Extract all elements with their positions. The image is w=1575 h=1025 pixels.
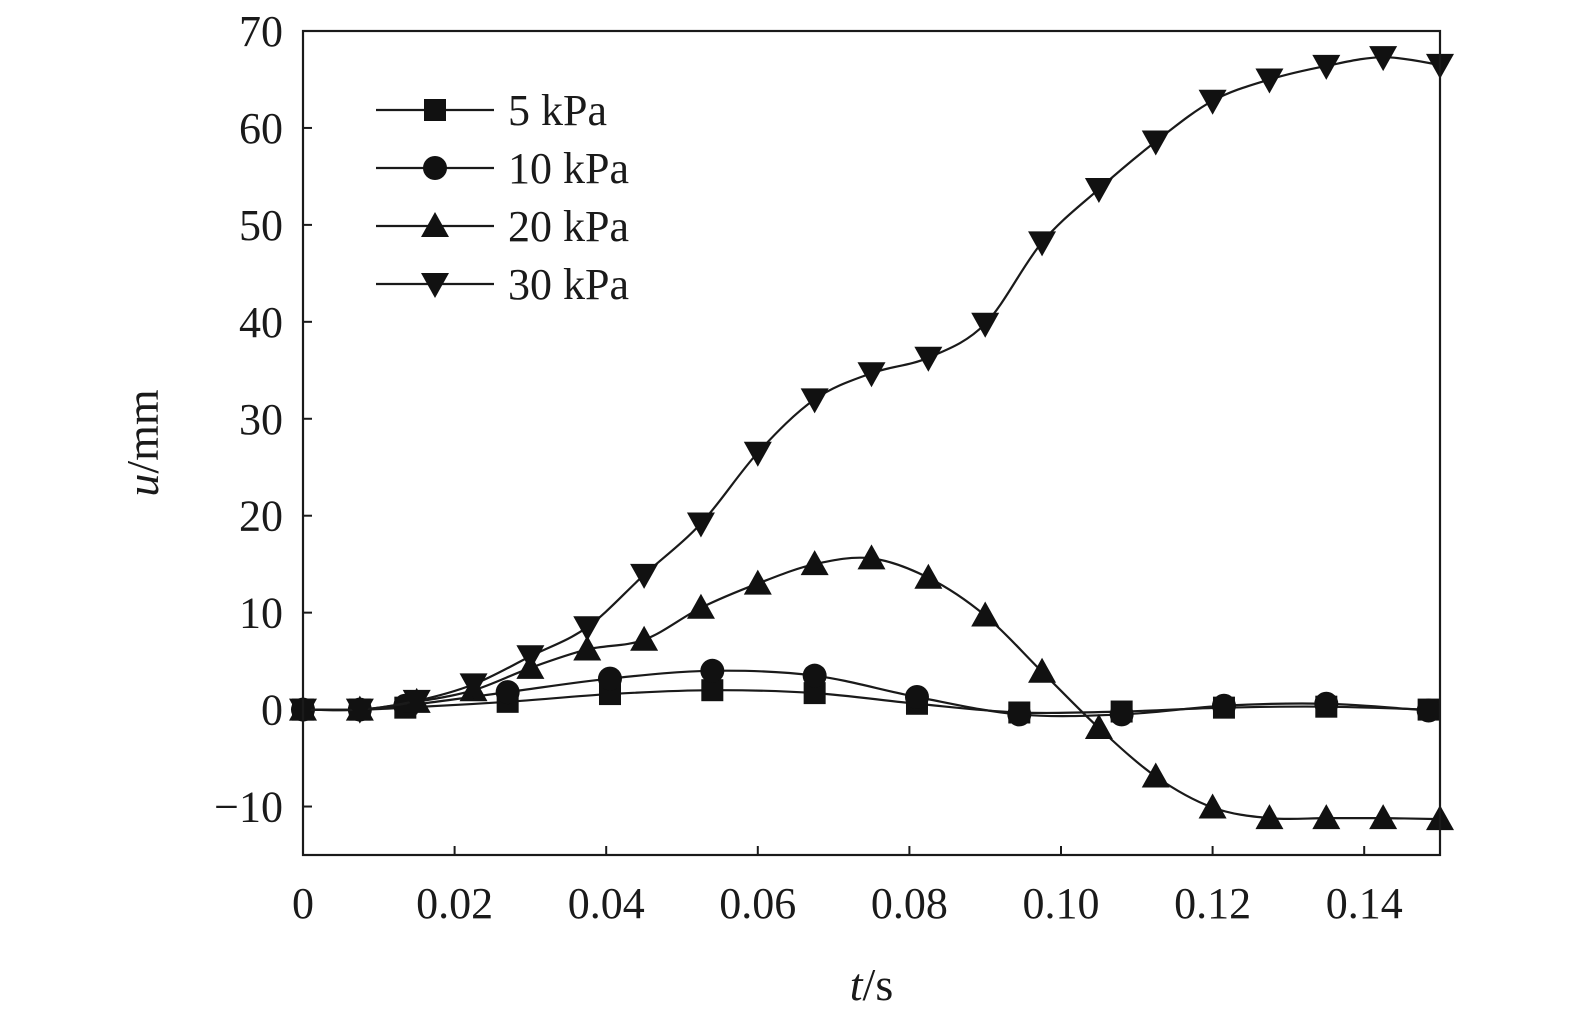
data-point — [914, 563, 943, 589]
data-point — [800, 550, 829, 576]
data-point — [1109, 702, 1134, 727]
data-point — [1028, 657, 1057, 683]
data-point — [630, 625, 659, 651]
x-tick-label: 0.02 — [416, 879, 493, 928]
data-point — [345, 698, 374, 724]
legend-marker — [423, 156, 447, 180]
legend-marker — [421, 212, 449, 237]
data-point — [743, 569, 772, 595]
y-axis-title: u/mm — [117, 389, 168, 497]
y-axis-ticks: −10 0 10 20 30 40 50 60 70 — [214, 7, 312, 832]
series-layer — [289, 46, 1454, 831]
data-point — [1084, 714, 1113, 740]
y-axis-unit: /mm — [117, 389, 168, 474]
data-point — [630, 563, 659, 589]
data-point — [459, 673, 488, 699]
x-axis-variable: t — [850, 959, 864, 1010]
data-point — [904, 684, 929, 709]
x-axis-unit: /s — [863, 959, 894, 1010]
data-point — [857, 362, 886, 388]
legend-entry: 10 kPa — [376, 144, 629, 193]
data-point — [857, 544, 886, 570]
data-point — [1255, 68, 1284, 94]
data-point — [495, 680, 520, 705]
data-point — [743, 441, 772, 467]
data-point — [914, 346, 943, 372]
data-point — [1314, 691, 1339, 716]
legend: 5 kPa 10 kPa 20 kPa 30 kPa — [376, 86, 629, 309]
x-axis-ticks: 0 0.02 0.04 0.06 0.08 0.10 0.12 0.14 — [292, 846, 1403, 928]
y-tick-label: 50 — [239, 201, 283, 250]
legend-entry: 30 kPa — [376, 260, 629, 309]
data-point — [1141, 762, 1170, 788]
legend-label: 30 kPa — [508, 260, 629, 309]
data-point — [1211, 693, 1236, 718]
data-point — [971, 312, 1000, 338]
x-tick-label: 0.10 — [1023, 879, 1100, 928]
y-tick-label: 40 — [239, 298, 283, 347]
data-point — [1312, 804, 1341, 830]
x-tick-label: 0.04 — [568, 879, 645, 928]
data-point — [701, 679, 724, 702]
data-point — [686, 593, 715, 619]
legend-entry: 5 kPa — [376, 86, 607, 135]
x-tick-label: 0.08 — [871, 879, 948, 928]
data-point — [1369, 46, 1398, 72]
data-point — [1416, 698, 1441, 723]
data-point — [1369, 804, 1398, 830]
x-tick-label: 0.12 — [1174, 879, 1251, 928]
data-point — [573, 616, 602, 642]
data-point — [573, 635, 602, 661]
data-point — [1084, 178, 1113, 204]
data-point — [686, 512, 715, 538]
legend-entry: 20 kPa — [376, 202, 629, 251]
data-point — [1312, 54, 1341, 80]
y-tick-label: 60 — [239, 104, 283, 153]
y-tick-label: −10 — [214, 783, 283, 832]
y-tick-label: 0 — [261, 686, 283, 735]
data-point — [800, 388, 829, 414]
data-point — [1141, 130, 1170, 156]
y-tick-label: 20 — [239, 492, 283, 541]
x-tick-label: 0 — [292, 879, 314, 928]
y-tick-label: 10 — [239, 589, 283, 638]
y-axis-variable: u — [117, 474, 168, 497]
y-tick-label: 70 — [239, 7, 283, 56]
legend-label: 5 kPa — [508, 86, 607, 135]
data-point — [1028, 231, 1057, 257]
series-triangle-up — [289, 544, 1454, 831]
legend-marker — [424, 99, 446, 121]
data-point — [597, 666, 622, 691]
data-point — [402, 689, 431, 715]
series-triangle-down — [289, 46, 1454, 724]
legend-label: 20 kPa — [508, 202, 629, 251]
x-axis-title: t/s — [850, 959, 893, 1010]
data-point — [1255, 804, 1284, 830]
y-tick-label: 30 — [239, 395, 283, 444]
data-point — [802, 663, 827, 688]
data-point — [1198, 793, 1227, 819]
data-point — [1007, 702, 1032, 727]
plot-frame — [301, 29, 1442, 857]
data-point — [971, 601, 1000, 627]
data-point — [700, 658, 725, 683]
x-tick-label: 0.06 — [719, 879, 796, 928]
data-point — [1198, 89, 1227, 115]
legend-marker — [421, 273, 449, 298]
x-tick-label: 0.14 — [1326, 879, 1403, 928]
data-point — [803, 682, 826, 705]
legend-label: 10 kPa — [508, 144, 629, 193]
data-point — [516, 645, 545, 671]
